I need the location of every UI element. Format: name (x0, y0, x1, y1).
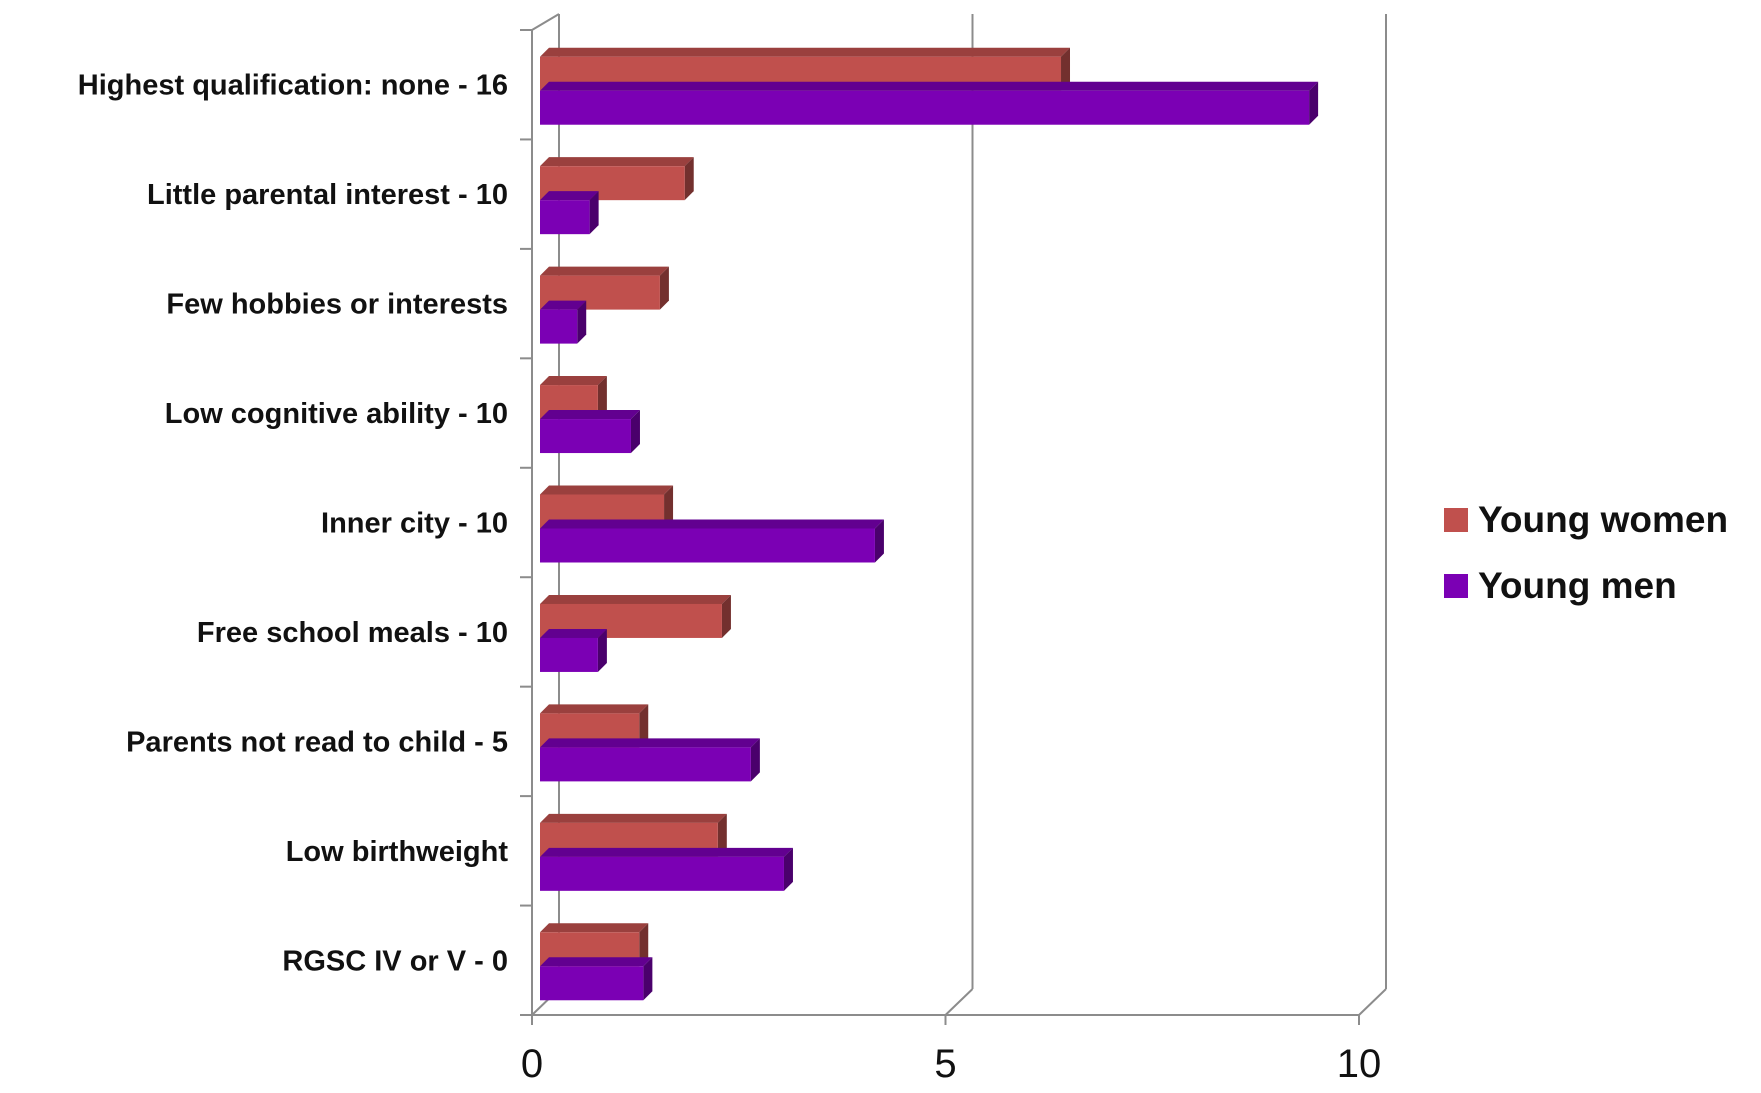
bar-men-5 (540, 628, 607, 672)
bar-men-6 (540, 738, 760, 782)
axes (520, 29, 1360, 1025)
bar-men-1 (540, 191, 599, 235)
category-label: Little parental interest - 10 (147, 179, 508, 211)
bar-men-2 (540, 300, 587, 344)
x-tick-label-10: 10 (1337, 1042, 1382, 1086)
bar-men-8 (540, 957, 653, 1001)
floor-edge-10 (1358, 988, 1387, 1016)
bar-women-1 (540, 157, 694, 201)
gridlines (531, 14, 1387, 1016)
tick-labels: 0 5 10 (521, 1042, 1381, 1086)
category-label: Free school meals - 10 (197, 617, 508, 649)
category-label: Parents not read to child - 5 (126, 726, 508, 758)
category-label: Few hobbies or interests (166, 289, 508, 321)
bar-women-5 (540, 594, 731, 638)
category-label: Highest qualification: none - 16 (78, 70, 508, 102)
bar-men-7 (540, 847, 793, 891)
category-label: Low birthweight (286, 836, 509, 868)
category-label: Low cognitive ability - 10 (165, 398, 508, 430)
legend-label-women: Young women (1478, 499, 1728, 540)
floor-edge-5 (944, 988, 974, 1016)
bar-men-0 (540, 81, 1319, 125)
category-label: RGSC IV or V - 0 (282, 945, 508, 977)
legend-label-men: Young men (1478, 565, 1677, 606)
side-wall-top-edge (531, 13, 560, 31)
category-labels: Highest qualification: none - 16 Little p… (78, 70, 509, 978)
bar-men-4 (540, 519, 884, 563)
x-tick-label-5: 5 (934, 1042, 956, 1086)
bar-men-3 (540, 410, 640, 454)
legend: Young women Young men (1444, 499, 1728, 606)
x-tick-label-0: 0 (521, 1042, 543, 1086)
category-label: Inner city - 10 (321, 508, 508, 540)
bars (540, 47, 1319, 1001)
legend-swatch-men (1444, 574, 1468, 598)
legend-swatch-women (1444, 508, 1468, 532)
